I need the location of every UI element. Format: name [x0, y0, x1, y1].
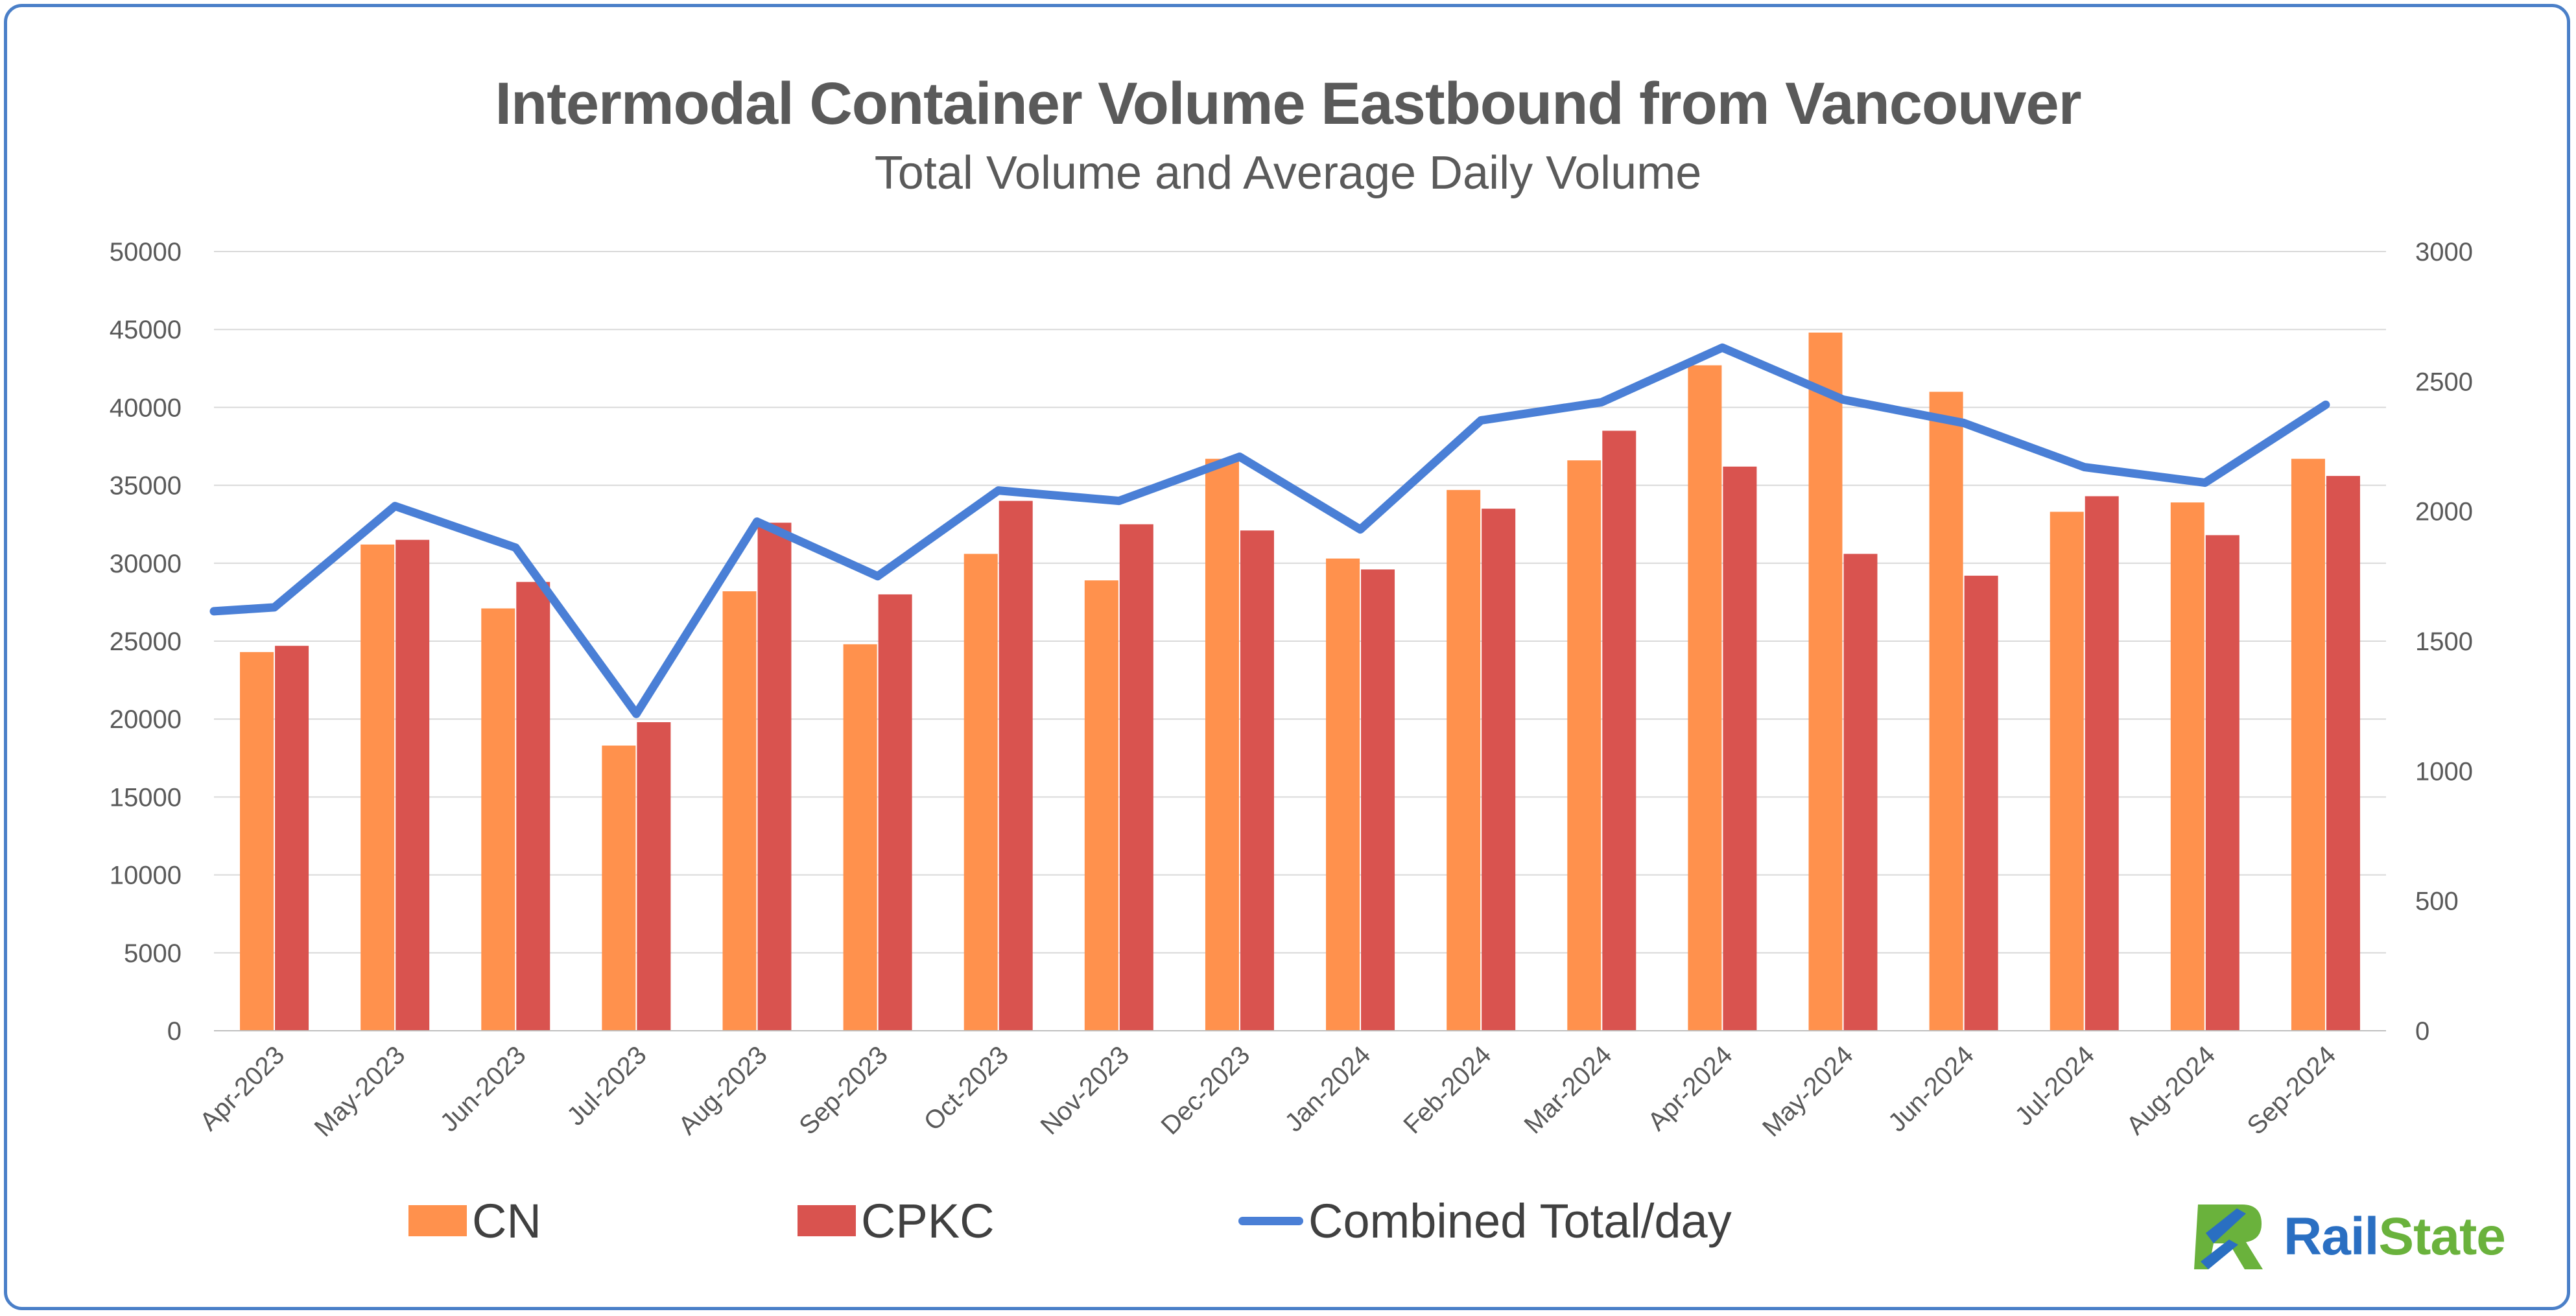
bar-cn	[2170, 502, 2204, 1031]
x-tick-label: Oct-2023	[919, 1040, 1014, 1136]
x-tick-label: Dec-2023	[1156, 1040, 1256, 1140]
logo-text-part2: State	[2378, 1206, 2506, 1266]
bar-cpkc	[1361, 569, 1395, 1031]
y-left-tick-label: 5000	[124, 939, 182, 968]
bar-cpkc	[757, 523, 792, 1031]
legend-swatch-cpkc	[798, 1205, 856, 1236]
x-tick-label: May-2023	[309, 1040, 411, 1142]
bar-cn	[1205, 458, 1239, 1031]
y-left-tick-label: 35000	[110, 472, 182, 500]
y-left-tick-label: 45000	[110, 316, 182, 344]
bar-cpkc	[2205, 535, 2239, 1031]
y-left-tick-label: 0	[167, 1017, 182, 1046]
y-right-tick-label: 500	[2415, 887, 2459, 916]
legend-label-cn: CN	[472, 1193, 541, 1248]
x-tick-label: Apr-2023	[195, 1040, 290, 1136]
y-right-tick-label: 1500	[2415, 628, 2473, 656]
bar-cn	[1447, 489, 1481, 1031]
y-left-tick-label: 25000	[110, 628, 182, 656]
x-tick-label: Feb-2024	[1398, 1040, 1496, 1139]
x-tick-label: Jan-2024	[1279, 1040, 1376, 1137]
y-right-tick-label: 3000	[2415, 238, 2473, 266]
x-tick-label: Mar-2024	[1518, 1040, 1617, 1139]
bar-cpkc	[516, 582, 550, 1031]
x-tick-label: Nov-2023	[1035, 1040, 1135, 1140]
bar-cn	[963, 554, 998, 1031]
bar-cpkc	[2085, 496, 2119, 1031]
bar-cn	[2050, 511, 2084, 1031]
logo-text-part1: Rail	[2284, 1206, 2379, 1266]
y-left-tick-label: 50000	[110, 238, 182, 266]
bar-cpkc	[275, 646, 309, 1031]
x-tick-label: Sep-2023	[794, 1040, 893, 1140]
bar-cn	[360, 544, 395, 1031]
bar-cn	[1929, 392, 1963, 1031]
bar-cpkc	[1843, 554, 1878, 1031]
chart-frame	[4, 4, 2570, 1310]
bar-cpkc	[637, 722, 671, 1031]
x-tick-label: Jun-2023	[435, 1040, 532, 1137]
legend-swatch-cn	[408, 1205, 467, 1236]
bar-cpkc	[1964, 576, 1998, 1031]
chart-subtitle: Total Volume and Average Daily Volume	[874, 147, 1702, 199]
bar-cn	[1567, 460, 1601, 1031]
bar-cn	[1326, 558, 1360, 1031]
bar-cpkc	[1119, 524, 1153, 1031]
bar-cn	[240, 652, 274, 1031]
legend-line-combined	[1238, 1216, 1303, 1225]
x-tick-label: Aug-2023	[673, 1040, 773, 1140]
railstate-logo: RailState	[2192, 1199, 2506, 1274]
x-tick-label: Jun-2024	[1883, 1040, 1979, 1137]
y-left-tick-label: 30000	[110, 550, 182, 578]
railstate-logo-text: RailState	[2284, 1206, 2506, 1267]
legend-label-combined: Combined Total/day	[1308, 1193, 1732, 1248]
bar-cn	[1688, 365, 1722, 1031]
chart-title: Intermodal Container Volume Eastbound fr…	[495, 71, 2081, 137]
x-tick-label: Apr-2024	[1642, 1040, 1738, 1136]
bar-cpkc	[1240, 530, 1274, 1031]
bar-cpkc	[878, 594, 912, 1031]
bar-cpkc	[2326, 476, 2360, 1031]
legend-item-combined: Combined Total/day	[1238, 1192, 1732, 1250]
railstate-logo-icon	[2194, 1204, 2263, 1269]
x-tick-label: May-2024	[1757, 1040, 1859, 1142]
bar-cpkc	[1602, 430, 1637, 1031]
y-left-tick-label: 40000	[110, 394, 182, 422]
y-right-tick-label: 1000	[2415, 757, 2473, 786]
bar-cpkc	[396, 539, 430, 1031]
y-left-tick-label: 20000	[110, 705, 182, 734]
x-tick-label: Aug-2024	[2121, 1040, 2221, 1140]
bar-cn	[2291, 458, 2325, 1031]
legend-item-cpkc: CPKC	[798, 1192, 995, 1250]
x-tick-label: Sep-2024	[2242, 1040, 2342, 1140]
x-tick-label: Jul-2024	[2009, 1040, 2100, 1131]
y-left-tick-label: 10000	[110, 862, 182, 890]
bar-cn	[843, 644, 877, 1031]
legend-label-cpkc: CPKC	[861, 1193, 995, 1248]
y-right-tick-label: 2500	[2415, 368, 2473, 396]
line-combined-total	[209, 343, 2330, 718]
bar-cpkc	[998, 500, 1033, 1031]
legend-item-cn: CN	[408, 1192, 541, 1250]
bar-cn	[1084, 580, 1118, 1031]
y-right-tick-label: 2000	[2415, 498, 2473, 526]
bar-cpkc	[1482, 508, 1516, 1031]
bar-cpkc	[1723, 466, 1757, 1031]
y-left-tick-label: 15000	[110, 783, 182, 812]
y-right-tick-label: 0	[2415, 1017, 2429, 1046]
bar-cn	[1808, 333, 1843, 1031]
bar-cn	[722, 591, 757, 1031]
bar-cn	[602, 746, 636, 1031]
x-tick-label: Jul-2023	[561, 1040, 652, 1131]
bar-cn	[481, 608, 515, 1031]
